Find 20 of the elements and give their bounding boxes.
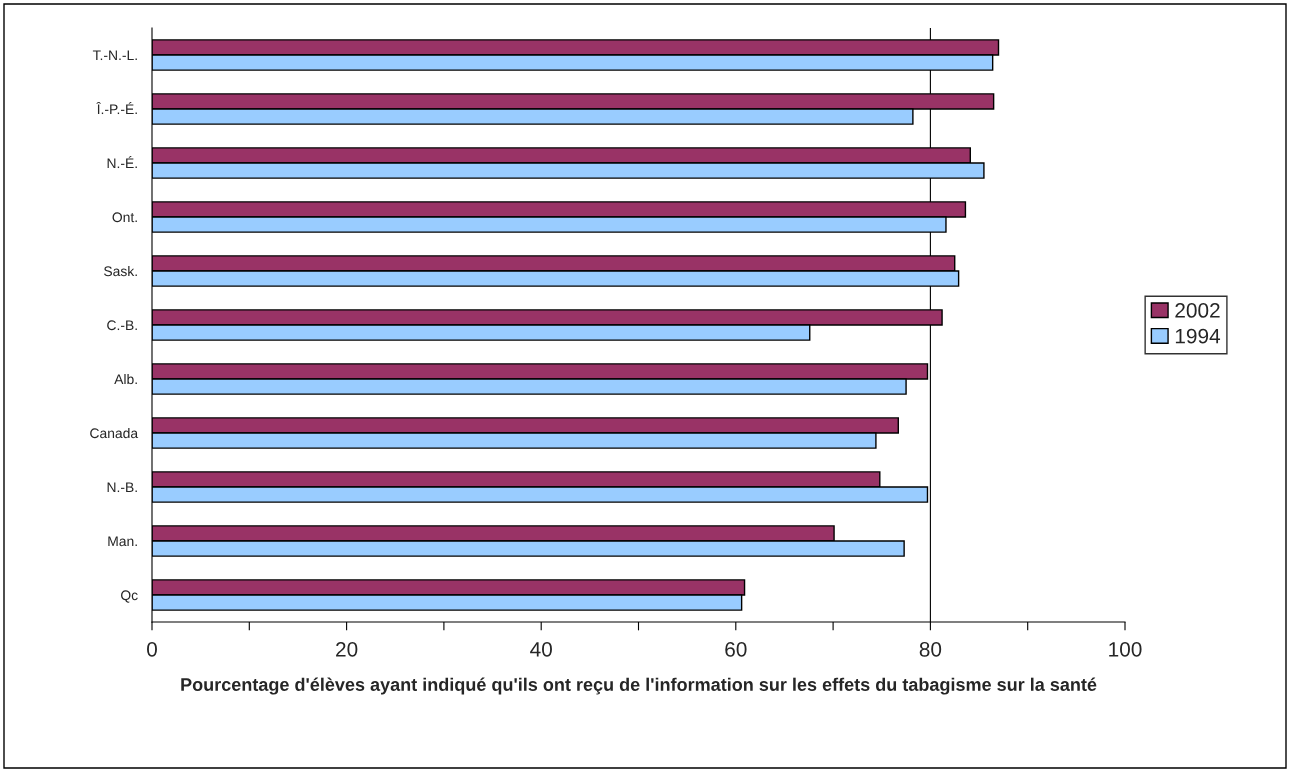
y-tick-label: Î.-P.-É. <box>96 101 137 115</box>
legend-label: 1994 <box>1175 328 1221 344</box>
x-tick-label: 60 <box>725 641 747 657</box>
y-tick-label: N.-É. <box>107 155 137 169</box>
x-tick-label: 40 <box>530 641 552 657</box>
y-tick-label: Sask. <box>104 265 137 277</box>
y-tick-label: Man. <box>108 536 137 547</box>
x-axis-title: Pourcentage d'élèves ayant indiqué qu'ils ont reçu de l'information sur les effets du tabagisme sur la santé <box>181 677 1097 695</box>
y-tick-label: T.-N.-L. <box>92 50 137 61</box>
x-tick-label: 0 <box>147 641 157 657</box>
x-tick-label: 100 <box>1109 641 1142 657</box>
x-tick-label: 80 <box>919 641 942 657</box>
y-tick-label: Qc <box>121 590 138 603</box>
x-tick-label: 20 <box>336 641 358 657</box>
y-tick-label: Ont. <box>112 212 137 223</box>
legend-label: 2002 <box>1175 303 1220 318</box>
y-tick-label: Canada <box>90 427 139 439</box>
y-tick-label: C.-B. <box>107 320 137 331</box>
y-tick-label: Alb. <box>114 373 137 385</box>
y-tick-label: N.-B. <box>107 482 137 493</box>
